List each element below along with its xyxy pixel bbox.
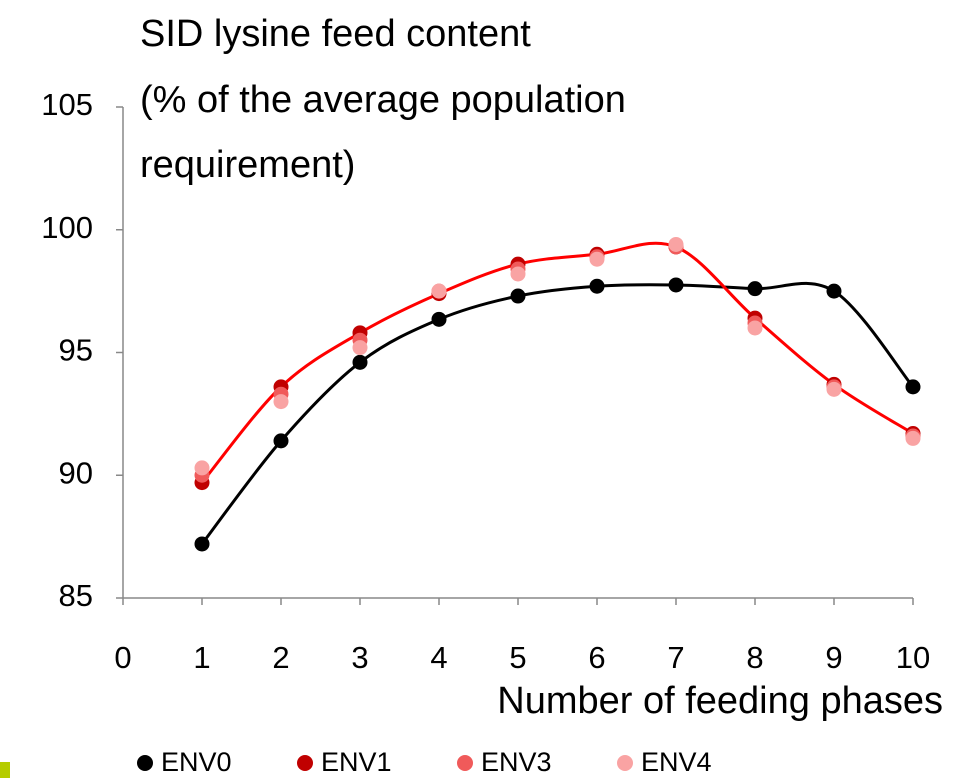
decoration [0, 762, 10, 778]
x-tick-label: 2 [272, 640, 289, 675]
legend-marker [617, 755, 633, 771]
y-tick-label: 95 [59, 333, 93, 368]
y-tick-label: 85 [59, 578, 93, 613]
y-tick-label: 105 [41, 87, 93, 122]
trend-line [200, 281, 915, 545]
y-tick-label: 90 [59, 455, 93, 490]
point [747, 320, 763, 336]
point [352, 354, 368, 370]
x-tick-label: 10 [896, 640, 930, 675]
point [352, 340, 368, 356]
x-tick-label: 1 [193, 640, 210, 675]
point [431, 311, 447, 327]
point [273, 433, 289, 449]
point [826, 283, 842, 299]
point [668, 277, 684, 293]
x-tick-label: 8 [746, 640, 763, 675]
legend-marker [297, 755, 313, 771]
point [747, 281, 763, 297]
point [905, 430, 921, 446]
point [431, 283, 447, 299]
point [273, 394, 289, 410]
legend-label: ENV1 [321, 747, 392, 777]
point [589, 251, 605, 267]
legend-marker [137, 755, 153, 771]
chart-title: (% of the average population [140, 79, 626, 121]
x-tick-label: 7 [667, 640, 684, 675]
point [510, 266, 526, 282]
chart-title: requirement) [140, 144, 355, 186]
legend-marker [457, 755, 473, 771]
point [589, 278, 605, 294]
trend-line [200, 241, 914, 484]
x-axis-label: Number of feeding phases [497, 680, 943, 722]
x-tick-label: 5 [509, 640, 526, 675]
point [510, 288, 526, 304]
point [905, 379, 921, 395]
x-tick-label: 3 [351, 640, 368, 675]
legend-label: ENV3 [481, 747, 552, 777]
x-tick-label: 0 [114, 640, 131, 675]
point [668, 236, 684, 252]
legend-label: ENV0 [161, 747, 232, 777]
point [826, 381, 842, 397]
y-tick-label: 100 [41, 210, 93, 245]
point [194, 536, 210, 552]
chart-title: SID lysine feed content [140, 13, 531, 55]
legend-label: ENV4 [641, 747, 712, 777]
x-tick-label: 9 [825, 640, 842, 675]
point [194, 460, 210, 476]
x-tick-label: 6 [588, 640, 605, 675]
x-tick-label: 4 [430, 640, 447, 675]
